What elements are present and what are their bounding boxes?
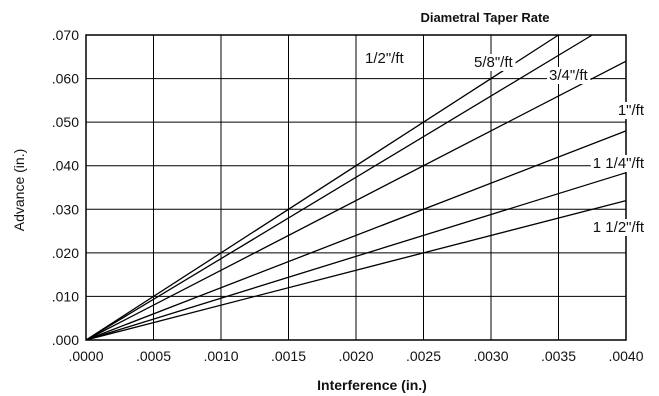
x-tick-label: .0040	[608, 348, 643, 364]
x-tick-label: .0015	[271, 348, 306, 364]
series-line-4	[85, 130, 627, 341]
series-label-bg	[547, 67, 591, 84]
x-tick-label: .0025	[406, 348, 441, 364]
y-tick-label: .040	[52, 158, 79, 174]
series-lines	[85, 34, 627, 341]
series-label-4: 1"/ft	[618, 102, 645, 119]
series-label-bg	[590, 219, 647, 236]
y-tick-label: .060	[52, 71, 79, 87]
x-tick-label: .0035	[541, 348, 576, 364]
x-axis-label: Interference (in.)	[317, 377, 427, 393]
x-tick-label: .0000	[68, 348, 103, 364]
chart-title: Diametral Taper Rate	[420, 10, 549, 25]
series-label-6: 1 1/2"/ft	[593, 219, 645, 236]
series-line-2	[85, 34, 593, 341]
series-label-bg	[615, 102, 647, 119]
x-tick-label: .0005	[136, 348, 171, 364]
y-tick-label: .070	[52, 27, 79, 43]
series-label-bg	[590, 155, 647, 172]
plot-frame	[85, 34, 627, 341]
x-tick-label: .0020	[338, 348, 373, 364]
y-tick-label: .020	[52, 245, 79, 261]
series-label-2: 5/8"/ft	[474, 54, 514, 71]
x-tick-label: .0010	[203, 348, 238, 364]
series-label-3: 3/4"/ft	[549, 67, 589, 84]
y-tick-label: .050	[52, 114, 79, 130]
y-axis-label: Advance (in.)	[11, 149, 27, 231]
series-line-1	[85, 34, 559, 341]
series-labels: 1/2"/ft 5/8"/ft 3/4"/ft 1"/ft 1 1/4"/ft 1 1/2…	[363, 50, 647, 236]
x-tick-labels: .0000 .0005 .0010 .0015 .0020 .0025 .0030 .0035…	[68, 348, 643, 364]
series-line-5	[85, 172, 627, 341]
y-tick-label: .030	[52, 201, 79, 217]
series-line-6	[85, 199, 627, 341]
series-label-5: 1 1/4"/ft	[593, 155, 645, 172]
series-label-bg	[363, 50, 407, 67]
y-tick-labels: .000 .010 .020 .030 .040 .050 .060 .070	[52, 27, 79, 348]
x-tick-label: .0030	[473, 348, 508, 364]
y-tick-label: .000	[52, 332, 79, 348]
series-label-1: 1/2"/ft	[365, 50, 405, 67]
y-tick-label: .010	[52, 288, 79, 304]
series-line-3	[85, 60, 627, 341]
series-label-bg	[472, 54, 516, 71]
grid	[85, 34, 627, 341]
